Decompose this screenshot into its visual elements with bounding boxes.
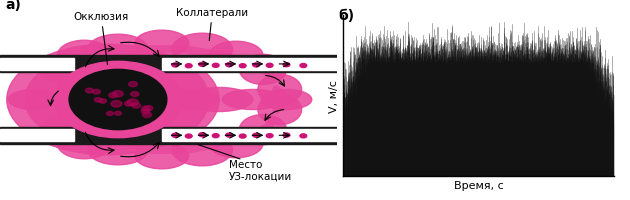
Circle shape [109, 93, 117, 98]
Ellipse shape [209, 42, 263, 70]
Ellipse shape [239, 55, 287, 85]
Circle shape [283, 133, 290, 137]
Circle shape [172, 134, 179, 138]
Circle shape [115, 112, 122, 116]
Ellipse shape [152, 90, 219, 110]
Ellipse shape [57, 41, 112, 71]
Circle shape [199, 63, 205, 67]
Circle shape [300, 134, 307, 138]
Ellipse shape [135, 143, 189, 169]
Circle shape [239, 134, 246, 138]
Ellipse shape [239, 115, 287, 145]
Ellipse shape [84, 55, 219, 145]
Ellipse shape [185, 88, 253, 112]
Bar [0, 130, 74, 141]
Circle shape [129, 82, 137, 87]
Ellipse shape [172, 134, 232, 166]
Circle shape [99, 99, 106, 104]
Circle shape [239, 64, 246, 68]
Circle shape [226, 133, 232, 137]
Circle shape [132, 103, 140, 109]
Circle shape [300, 64, 307, 68]
Ellipse shape [8, 90, 59, 110]
Bar [0, 127, 354, 144]
Circle shape [283, 63, 290, 67]
Circle shape [125, 102, 133, 107]
Circle shape [266, 64, 273, 68]
Circle shape [253, 134, 260, 138]
Circle shape [253, 64, 260, 68]
Circle shape [113, 91, 123, 97]
Bar [162, 130, 357, 141]
Circle shape [93, 90, 100, 95]
Circle shape [141, 109, 150, 114]
Circle shape [94, 98, 102, 103]
Ellipse shape [258, 75, 302, 105]
Ellipse shape [7, 45, 209, 155]
Circle shape [212, 64, 219, 68]
Circle shape [131, 92, 139, 97]
Y-axis label: V, м/с: V, м/с [329, 80, 339, 112]
Circle shape [199, 133, 205, 137]
Ellipse shape [88, 135, 148, 165]
Circle shape [127, 99, 139, 106]
Bar [162, 59, 357, 70]
Text: б): б) [338, 9, 355, 23]
Circle shape [185, 64, 192, 68]
Text: Окклюзия: Окклюзия [74, 12, 129, 65]
Circle shape [185, 134, 192, 138]
Ellipse shape [135, 31, 189, 57]
Circle shape [212, 134, 219, 138]
Text: Место
УЗ-локации: Место УЗ-локации [229, 159, 292, 181]
Circle shape [226, 63, 232, 67]
Ellipse shape [69, 70, 167, 130]
Ellipse shape [222, 90, 283, 110]
Ellipse shape [261, 90, 312, 110]
Bar [0, 59, 74, 70]
Ellipse shape [258, 95, 302, 125]
Circle shape [106, 112, 113, 116]
Circle shape [86, 89, 93, 93]
Circle shape [172, 64, 179, 68]
Bar [0, 56, 354, 73]
Circle shape [142, 112, 152, 118]
Ellipse shape [57, 129, 112, 159]
X-axis label: Время, с: Время, с [454, 180, 503, 190]
Ellipse shape [209, 130, 263, 158]
Ellipse shape [88, 35, 148, 65]
Ellipse shape [54, 62, 182, 138]
Text: а): а) [5, 0, 21, 12]
Circle shape [111, 101, 122, 108]
Ellipse shape [40, 57, 81, 83]
Circle shape [266, 134, 273, 138]
Text: Коллатерали: Коллатерали [176, 8, 248, 41]
Circle shape [144, 106, 152, 111]
Ellipse shape [40, 117, 81, 143]
Ellipse shape [172, 34, 232, 66]
Circle shape [142, 107, 149, 112]
Ellipse shape [25, 65, 110, 135]
